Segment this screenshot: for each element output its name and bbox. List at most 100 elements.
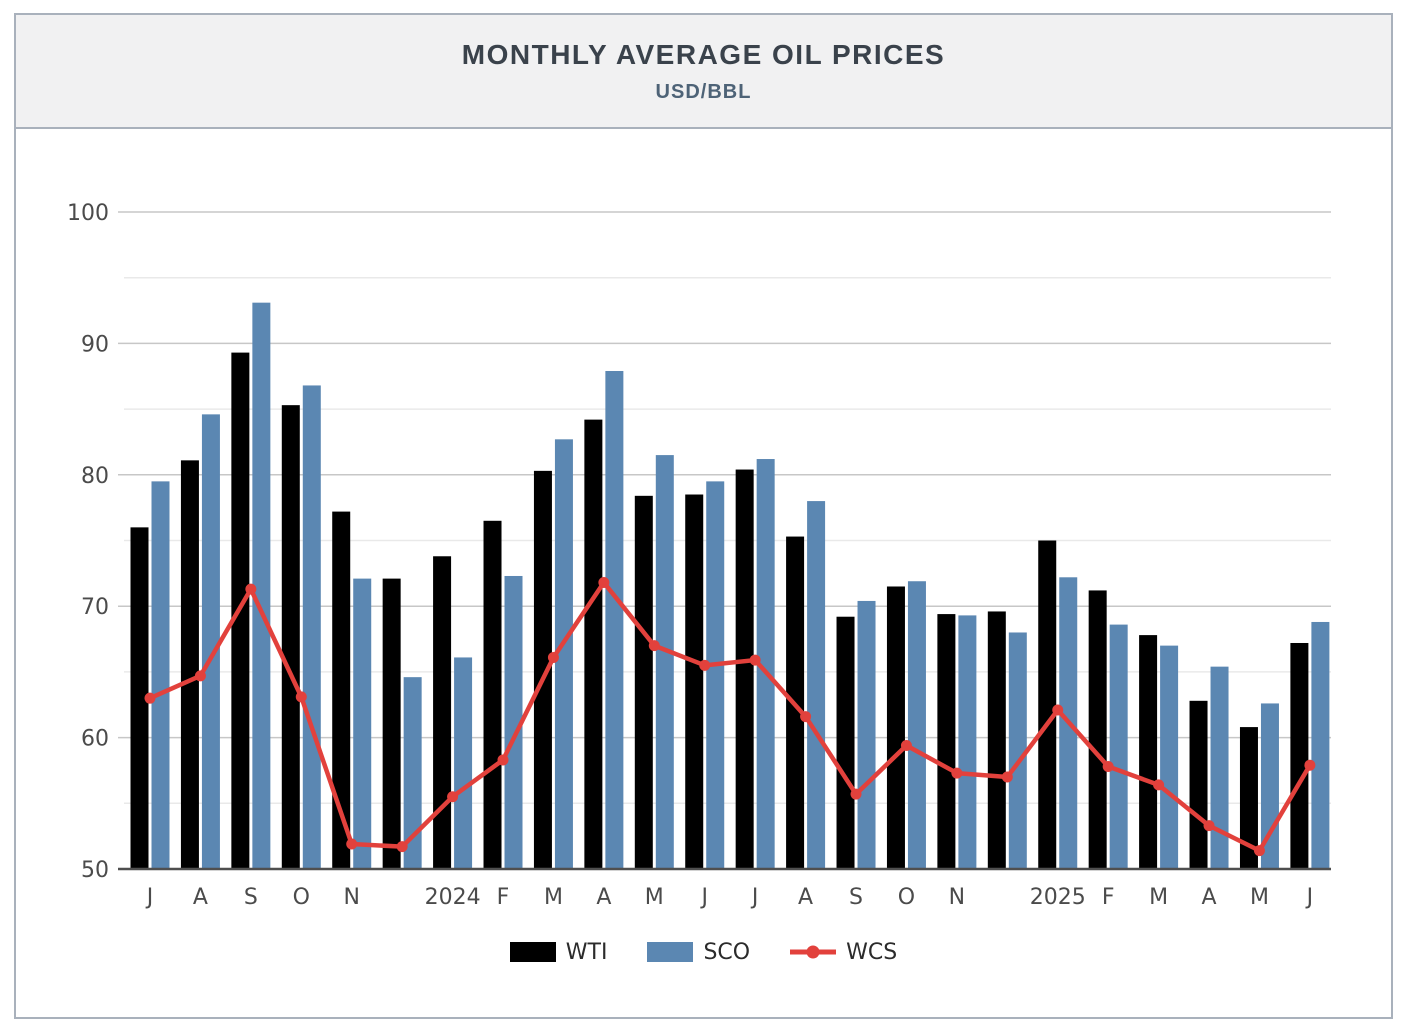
wcs-point xyxy=(245,583,257,595)
wcs-point xyxy=(447,791,459,803)
bar-wti xyxy=(1290,642,1309,869)
bar-sco xyxy=(403,677,422,869)
bar-wti xyxy=(281,405,300,869)
x-axis-label: M xyxy=(1250,885,1269,910)
wcs-point xyxy=(900,739,912,751)
y-axis-label: 80 xyxy=(81,464,109,489)
bar-wti xyxy=(584,419,603,869)
wcs-point xyxy=(850,788,862,800)
x-axis-label: S xyxy=(849,885,863,910)
bar-wti xyxy=(836,616,855,869)
bar-wti xyxy=(735,469,754,869)
legend-item-wcs: WCS xyxy=(790,940,897,965)
x-axis-label: N xyxy=(949,885,965,910)
price-chart: 50 60 70 80 90 100 J A S O N 2024 F M A M J J A S O N 2025 F M A M… xyxy=(67,201,1331,910)
bar-sco xyxy=(353,578,372,869)
wcs-point xyxy=(1001,771,1013,783)
bar-sco xyxy=(1311,621,1330,869)
wcs-point xyxy=(1203,820,1215,832)
bar-sco xyxy=(1008,632,1027,869)
wcs-point xyxy=(598,577,610,589)
x-axis-label: O xyxy=(293,885,310,910)
bar-wti xyxy=(634,495,653,869)
wcs-point xyxy=(194,670,206,682)
wcs-point xyxy=(1102,761,1114,773)
bar-sco xyxy=(655,455,674,869)
bar-sco xyxy=(756,459,775,869)
bar-sco xyxy=(302,385,321,869)
x-axis-label: A xyxy=(798,885,813,910)
wcs-line xyxy=(147,580,1313,853)
wcs-point xyxy=(951,767,963,779)
x-axis-label: J xyxy=(699,885,708,910)
bar-sco xyxy=(857,600,876,869)
y-axis-label: 70 xyxy=(81,595,109,620)
wcs-point xyxy=(800,711,812,723)
wcs-point xyxy=(749,654,761,666)
bar-sco xyxy=(252,302,271,869)
x-axis-label: M xyxy=(1149,885,1168,910)
wcs-point xyxy=(1253,845,1265,857)
x-axis-label: M xyxy=(544,885,563,910)
bar-wti xyxy=(1189,700,1208,869)
wcs-point xyxy=(396,841,408,853)
bar-wti xyxy=(533,470,552,869)
bar-wti xyxy=(685,494,704,869)
wcs-point xyxy=(648,640,660,652)
x-axis-label: A xyxy=(1201,885,1216,910)
legend-line-symbol-wcs xyxy=(790,945,837,959)
bar-wti xyxy=(1139,635,1158,869)
chart-header: MONTHLY AVERAGE OIL PRICES USD/BBL xyxy=(16,15,1391,129)
x-axis-label: A xyxy=(596,885,611,910)
wcs-point xyxy=(1153,779,1165,791)
chart-legend: WTI SCO WCS xyxy=(16,931,1391,973)
bar-wti xyxy=(937,614,956,869)
legend-swatch-sco xyxy=(647,942,694,962)
legend-label-wcs: WCS xyxy=(846,939,898,965)
bar-sco xyxy=(807,501,826,869)
bar-sco xyxy=(454,657,473,869)
chart-body: 50 60 70 80 90 100 J A S O N 2024 F M A M J J A S O N 2025 F M A M… xyxy=(16,129,1391,973)
wcs-point xyxy=(144,692,156,704)
bar-wti xyxy=(180,460,199,869)
y-axis-label: 60 xyxy=(81,727,109,752)
bar-sco xyxy=(907,581,926,869)
bar-wti xyxy=(1239,727,1258,869)
x-axis-label: J xyxy=(750,885,759,910)
chart-title: MONTHLY AVERAGE OIL PRICES xyxy=(461,38,946,70)
bar-wti xyxy=(886,586,905,869)
x-axis-label: F xyxy=(497,885,510,910)
bar-wti xyxy=(130,527,149,869)
wcs-point xyxy=(497,754,509,766)
y-axis-label: 90 xyxy=(81,332,109,357)
wcs-point xyxy=(295,691,307,703)
legend-label-sco: SCO xyxy=(703,939,751,965)
chart-panel: MONTHLY AVERAGE OIL PRICES USD/BBL 50 60 7… xyxy=(14,13,1393,1019)
y-axis-label: 50 xyxy=(81,858,109,883)
wcs-point xyxy=(547,651,559,663)
x-axis-label: A xyxy=(193,885,208,910)
x-axis-label: F xyxy=(1102,885,1115,910)
wcs-point xyxy=(346,838,358,850)
x-axis-label: O xyxy=(898,885,915,910)
chart-subtitle: USD/BBL xyxy=(655,80,752,103)
bar-sco xyxy=(605,370,624,869)
x-axis-label: M xyxy=(645,885,664,910)
bar-wti xyxy=(382,578,401,869)
bar-wti xyxy=(1088,590,1107,869)
bar-sco xyxy=(1160,645,1179,869)
bar-sco xyxy=(958,615,977,869)
legend-item-wti: WTI xyxy=(509,940,607,965)
bar-sco xyxy=(1210,666,1229,869)
bar-sco xyxy=(151,481,170,869)
x-axis-label: 2024 xyxy=(425,885,481,910)
wcs-point xyxy=(1304,759,1316,771)
bar-sco xyxy=(554,439,573,869)
x-axis-label: 2025 xyxy=(1030,885,1086,910)
bar-wti xyxy=(1038,540,1057,869)
bar-sco xyxy=(201,414,220,869)
bar-sco xyxy=(706,481,725,869)
y-axis-label: 100 xyxy=(67,201,109,226)
x-axis-label: J xyxy=(1305,885,1314,910)
bar-sco xyxy=(1109,624,1128,869)
